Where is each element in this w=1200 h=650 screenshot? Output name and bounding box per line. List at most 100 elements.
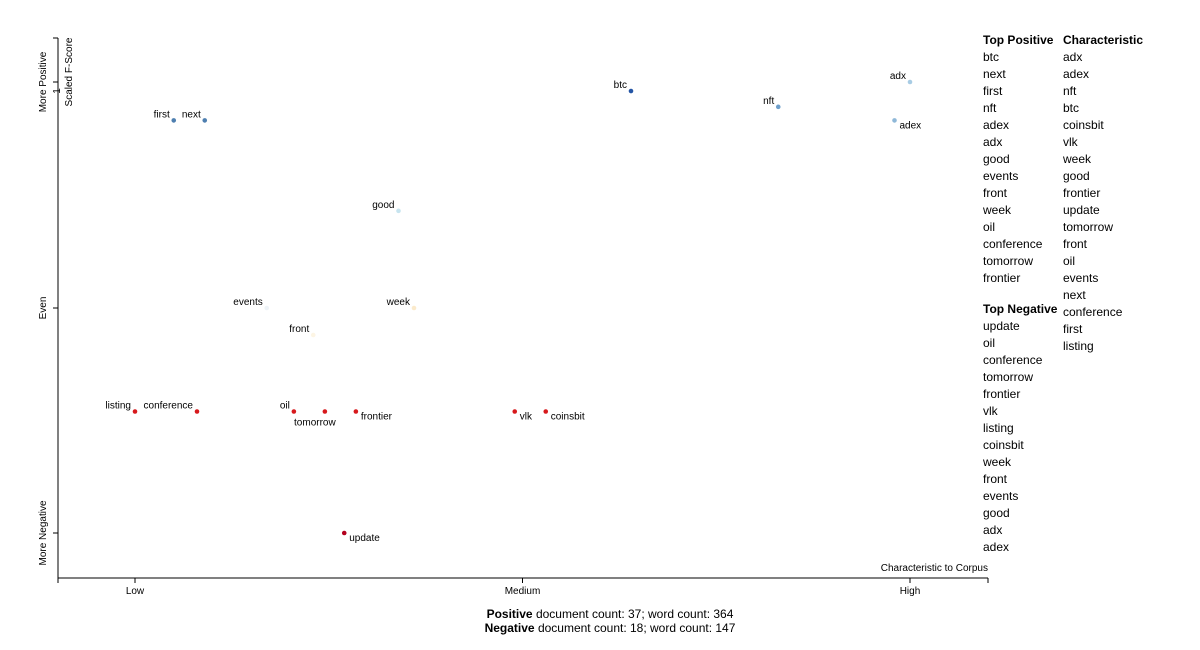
point-update [341, 530, 347, 536]
point-frontier [353, 409, 359, 414]
characteristic-heading: Characteristic [1063, 33, 1144, 47]
point-coinsbit [543, 409, 549, 414]
negative-label: Negative [484, 621, 535, 635]
top-positive-item[interactable]: week [983, 203, 1012, 217]
point-front [310, 332, 316, 338]
point-label-oil: oil [280, 401, 290, 412]
top-negative-item[interactable]: update [983, 319, 1020, 333]
characteristic-item[interactable]: coinsbit [1063, 118, 1104, 132]
top-positive-item[interactable]: events [983, 169, 1019, 183]
top-positive-item[interactable]: front [983, 186, 1008, 200]
top-negative-item[interactable]: frontier [983, 387, 1021, 401]
top-positive-item[interactable]: next [983, 67, 1006, 81]
positive-count-text: document count: 37; word count: 364 [532, 607, 734, 621]
characteristic-item[interactable]: conference [1063, 305, 1123, 319]
characteristic-item[interactable]: frontier [1063, 186, 1101, 200]
characteristic-item[interactable]: oil [1063, 254, 1076, 268]
point-first [171, 118, 177, 123]
point-btc [628, 88, 634, 94]
top-positive-list: Top Positive btc next first nft adex adx good e… [983, 32, 1063, 287]
top-positive-items: btc next first nft adex adx good events front wee… [983, 49, 1063, 287]
top-positive-item[interactable]: adx [983, 135, 1003, 149]
top-negative-item[interactable]: listing [983, 421, 1014, 435]
point-label-update: update [349, 533, 380, 544]
point-next [202, 118, 208, 123]
top-negative-item[interactable]: front [983, 472, 1008, 486]
characteristic-items: adx adex nft btc coinsbit vlk week good frontier… [1063, 49, 1163, 355]
characteristic-item[interactable]: adex [1063, 67, 1090, 81]
top-positive-item[interactable]: good [983, 152, 1010, 166]
axes: Low Medium High More Positive Even More Negat… [38, 37, 989, 597]
point-week [411, 305, 417, 311]
x-tick-label: Low [126, 586, 145, 597]
top-negative-item[interactable]: events [983, 489, 1019, 503]
characteristic-item[interactable]: adx [1063, 50, 1083, 64]
point-vlk [512, 409, 518, 414]
y-tick-label: Even [38, 297, 49, 320]
point-label-vlk: vlk [520, 412, 533, 423]
y-axis-tick-glyph: 1 [52, 88, 63, 94]
negative-count-text: document count: 18; word count: 147 [534, 621, 736, 635]
scatter-chart: Low Medium High More Positive Even More Negat… [38, 37, 989, 597]
point-listing [132, 409, 138, 414]
point-label-adex: adex [900, 120, 922, 131]
x-tick-label: Medium [505, 586, 541, 597]
characteristic-item[interactable]: listing [1063, 339, 1094, 353]
top-negative-item[interactable]: tomorrow [983, 370, 1034, 384]
top-positive-item[interactable]: adex [983, 118, 1010, 132]
top-positive-item[interactable]: oil [983, 220, 996, 234]
point-label-week: week [386, 297, 411, 308]
characteristic-item[interactable]: update [1063, 203, 1100, 217]
top-negative-item[interactable]: week [983, 455, 1012, 469]
top-negative-item[interactable]: oil [983, 336, 996, 350]
point-good [396, 208, 401, 214]
point-label-listing: listing [105, 401, 131, 412]
point-label-tomorrow: tomorrow [294, 418, 336, 429]
characteristic-item[interactable]: week [1063, 152, 1092, 166]
characteristic-item[interactable]: next [1063, 288, 1086, 302]
top-negative-item[interactable]: adx [983, 523, 1003, 537]
characteristic-item[interactable]: tomorrow [1063, 220, 1114, 234]
point-label-events: events [233, 297, 262, 308]
characteristic-item[interactable]: good [1063, 169, 1090, 183]
point-label-next: next [182, 109, 201, 120]
top-negative-item[interactable]: coinsbit [983, 438, 1024, 452]
top-positive-item[interactable]: btc [983, 50, 1000, 64]
point-adx [907, 79, 913, 85]
point-label-nft: nft [763, 96, 774, 107]
top-positive-item[interactable]: conference [983, 237, 1043, 251]
characteristic-item[interactable]: btc [1063, 101, 1080, 115]
y-tick-label: More Positive [38, 51, 49, 112]
top-positive-item[interactable]: first [983, 84, 1003, 98]
point-oil [291, 409, 297, 414]
point-adex [892, 118, 897, 123]
positive-count-line: Positive document count: 37; word count:… [0, 607, 1200, 621]
characteristic-item[interactable]: nft [1063, 84, 1077, 98]
top-negative-item[interactable]: good [983, 506, 1010, 520]
points-layer: first next btc nft adx adex good events week fron… [105, 71, 921, 544]
point-tomorrow [322, 409, 328, 414]
point-label-adx: adx [890, 71, 906, 82]
point-label-coinsbit: coinsbit [551, 412, 585, 423]
point-label-good: good [372, 200, 394, 211]
top-positive-heading: Top Positive [983, 33, 1054, 47]
top-positive-item[interactable]: tomorrow [983, 254, 1034, 268]
point-label-first: first [154, 109, 170, 120]
characteristic-item[interactable]: vlk [1063, 135, 1078, 149]
point-events [264, 305, 270, 311]
point-label-btc: btc [614, 80, 627, 91]
top-negative-items: update oil conference tomorrow frontier vlk li… [983, 318, 1063, 556]
top-positive-item[interactable]: nft [983, 101, 997, 115]
y-tick-label: More Negative [38, 500, 49, 565]
characteristic-item[interactable]: events [1063, 271, 1099, 285]
top-positive-item[interactable]: frontier [983, 271, 1021, 285]
y-axis-title: Scaled F-Score [64, 37, 75, 106]
top-negative-item[interactable]: conference [983, 353, 1043, 367]
characteristic-item[interactable]: first [1063, 322, 1083, 336]
characteristic-item[interactable]: front [1063, 237, 1088, 251]
point-label-front: front [289, 324, 309, 335]
top-negative-heading: Top Negative [983, 302, 1058, 316]
point-label-conference: conference [144, 401, 194, 412]
top-negative-item[interactable]: adex [983, 540, 1010, 554]
top-negative-item[interactable]: vlk [983, 404, 998, 418]
